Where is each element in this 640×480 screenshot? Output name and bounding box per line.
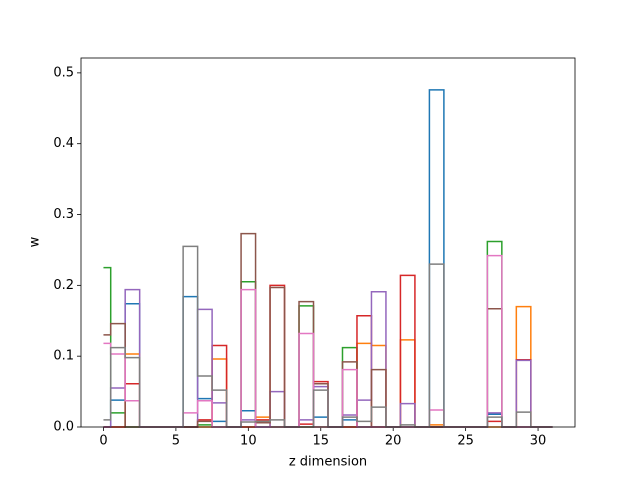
y-axis-label: w	[28, 236, 43, 247]
y-tick-label: 0.2	[53, 278, 74, 293]
x-tick-label: 30	[530, 434, 547, 449]
axes-frame	[80, 57, 576, 428]
y-tick-label: 0.4	[53, 136, 74, 151]
x-tick-label: 25	[457, 434, 474, 449]
x-tick-label: 0	[99, 434, 107, 449]
x-tick-label: 10	[240, 434, 257, 449]
y-tick-label: 0.0	[53, 420, 74, 435]
y-tick-label: 0.3	[53, 207, 74, 222]
y-tick-label: 0.1	[53, 349, 74, 364]
y-tick-label: 0.5	[53, 65, 74, 80]
x-tick-label: 20	[385, 434, 402, 449]
x-axis-label: z dimension	[289, 455, 367, 470]
x-tick-label: 5	[172, 434, 180, 449]
x-tick-label: 15	[312, 434, 329, 449]
